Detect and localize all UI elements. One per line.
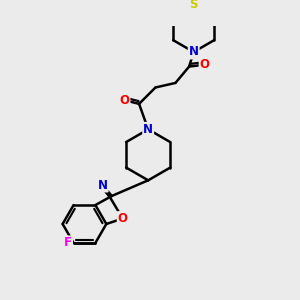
Text: O: O (118, 212, 128, 225)
Text: N: N (98, 178, 108, 192)
Text: O: O (119, 94, 130, 107)
Text: F: F (64, 236, 72, 249)
Text: S: S (189, 0, 198, 11)
Text: N: N (143, 123, 153, 136)
Text: N: N (189, 46, 199, 59)
Text: O: O (200, 58, 210, 71)
